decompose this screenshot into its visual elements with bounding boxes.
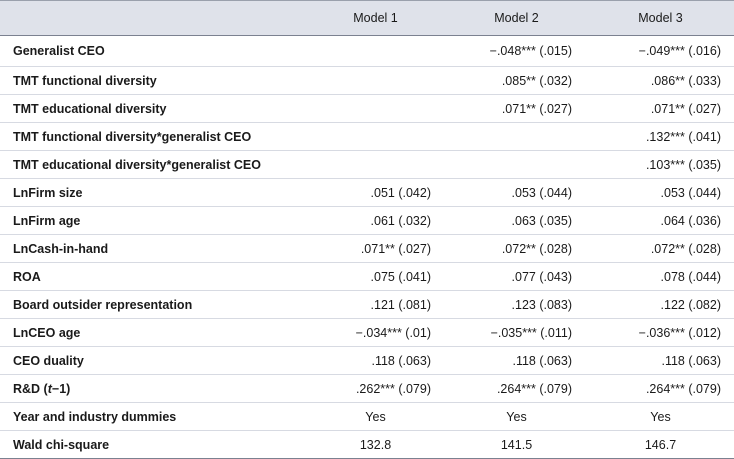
model-3-value: Yes	[587, 402, 734, 431]
table-row: Year and industry dummies Yes Yes Yes	[0, 402, 734, 431]
header-model-3: Model 3	[587, 0, 734, 36]
model-2-value: .264*** (.079)	[446, 374, 587, 403]
model-2-value	[446, 122, 587, 151]
table-row: Board outsider representation .121 (.081…	[0, 290, 734, 319]
row-label-italic: t	[47, 381, 52, 396]
model-2-value: .085** (.032)	[446, 66, 587, 95]
table-header: Model 1 Model 2 Model 3	[0, 0, 734, 36]
row-label: LnCash-in-hand	[0, 234, 305, 263]
row-label: LnFirm size	[0, 178, 305, 207]
model-1-value: .061 (.032)	[305, 206, 446, 235]
model-3-value: .078 (.044)	[587, 262, 734, 291]
table-row: TMT functional diversity*generalist CEO …	[0, 122, 734, 151]
model-3-value: .072** (.028)	[587, 234, 734, 263]
model-2-value: .118 (.063)	[446, 346, 587, 375]
header-row: Model 1 Model 2 Model 3	[0, 0, 734, 36]
model-2-value: .071** (.027)	[446, 94, 587, 123]
row-label: Generalist CEO	[0, 35, 305, 67]
table-row: TMT functional diversity .085** (.032) .…	[0, 66, 734, 95]
model-1-value	[305, 66, 446, 95]
model-3-value: .071** (.027)	[587, 94, 734, 123]
model-1-value: .118 (.063)	[305, 346, 446, 375]
table-row: LnFirm size .051 (.042) .053 (.044) .053…	[0, 178, 734, 207]
row-label: TMT educational diversity	[0, 94, 305, 123]
table-row: R&D (t−1) .262*** (.079) .264*** (.079) …	[0, 374, 734, 403]
header-model-1: Model 1	[305, 0, 446, 36]
table-row: ROA .075 (.041) .077 (.043) .078 (.044)	[0, 262, 734, 291]
row-label: TMT functional diversity	[0, 66, 305, 95]
model-1-value: 132.8	[305, 430, 446, 459]
model-2-value: −.035*** (.011)	[446, 318, 587, 347]
model-1-value: −.034*** (.01)	[305, 318, 446, 347]
row-label: TMT functional diversity*generalist CEO	[0, 122, 305, 151]
row-label: ROA	[0, 262, 305, 291]
model-2-value: 141.5	[446, 430, 587, 459]
row-label-suffix: −1)	[51, 381, 71, 396]
model-1-value: .071** (.027)	[305, 234, 446, 263]
model-1-value: .051 (.042)	[305, 178, 446, 207]
model-3-value: .122 (.082)	[587, 290, 734, 319]
row-label: Year and industry dummies	[0, 402, 305, 431]
model-3-value: 146.7	[587, 430, 734, 459]
model-2-value: −.048*** (.015)	[446, 35, 587, 67]
model-2-value: .063 (.035)	[446, 206, 587, 235]
table-row: LnFirm age .061 (.032) .063 (.035) .064 …	[0, 206, 734, 235]
model-3-value: .264*** (.079)	[587, 374, 734, 403]
model-1-value	[305, 150, 446, 179]
row-label: LnCEO age	[0, 318, 305, 347]
table-body: Generalist CEO −.048*** (.015) −.049*** …	[0, 35, 734, 459]
table-row: LnCEO age −.034*** (.01) −.035*** (.011)…	[0, 318, 734, 347]
model-1-value: .262*** (.079)	[305, 374, 446, 403]
model-3-value: .064 (.036)	[587, 206, 734, 235]
model-2-value: .072** (.028)	[446, 234, 587, 263]
row-label: Wald chi-square	[0, 430, 305, 459]
model-3-value: −.049*** (.016)	[587, 35, 734, 67]
table-row: LnCash-in-hand .071** (.027) .072** (.02…	[0, 234, 734, 263]
header-model-2: Model 2	[446, 0, 587, 36]
row-label-prefix: R&D (	[13, 381, 48, 396]
model-2-value: .053 (.044)	[446, 178, 587, 207]
model-1-value: .075 (.041)	[305, 262, 446, 291]
table-row: CEO duality .118 (.063) .118 (.063) .118…	[0, 346, 734, 375]
model-1-value: Yes	[305, 402, 446, 431]
table-row: TMT educational diversity .071** (.027) …	[0, 94, 734, 123]
model-2-value	[446, 150, 587, 179]
table-row: Generalist CEO −.048*** (.015) −.049*** …	[0, 35, 734, 67]
model-2-value: Yes	[446, 402, 587, 431]
model-2-value: .123 (.083)	[446, 290, 587, 319]
model-3-value: −.036*** (.012)	[587, 318, 734, 347]
model-3-value: .086** (.033)	[587, 66, 734, 95]
row-label: Board outsider representation	[0, 290, 305, 319]
row-label: TMT educational diversity*generalist CEO	[0, 150, 305, 179]
model-3-value: .118 (.063)	[587, 346, 734, 375]
row-label: LnFirm age	[0, 206, 305, 235]
model-1-value	[305, 122, 446, 151]
model-1-value	[305, 35, 446, 67]
row-label: CEO duality	[0, 346, 305, 375]
model-3-value: .103*** (.035)	[587, 150, 734, 179]
table-row: Wald chi-square 132.8 141.5 146.7	[0, 430, 734, 459]
model-1-value	[305, 94, 446, 123]
row-label: R&D (t−1)	[0, 374, 305, 403]
header-variable	[0, 0, 305, 36]
model-1-value: .121 (.081)	[305, 290, 446, 319]
model-3-value: .053 (.044)	[587, 178, 734, 207]
model-2-value: .077 (.043)	[446, 262, 587, 291]
table-row: TMT educational diversity*generalist CEO…	[0, 150, 734, 179]
model-3-value: .132*** (.041)	[587, 122, 734, 151]
